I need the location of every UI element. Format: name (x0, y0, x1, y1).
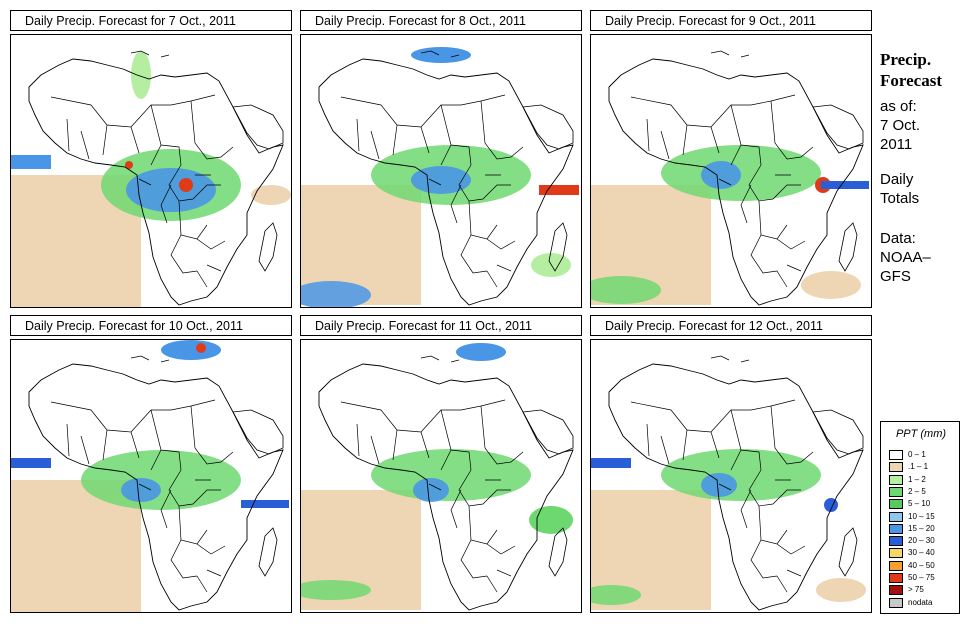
legend-label: 5 – 10 (908, 499, 931, 509)
legend-swatch (889, 474, 903, 485)
legend-label: nodata (908, 597, 933, 607)
legend-label: > 75 (908, 585, 924, 595)
legend-swatch (889, 462, 903, 473)
rain-band (11, 155, 51, 169)
data-source: GFS (880, 268, 911, 285)
rain-core (411, 166, 471, 194)
rain-band (456, 343, 506, 361)
legend-swatch (889, 597, 903, 608)
data-label: Data: (880, 230, 916, 247)
heavy-rain-spot (196, 343, 206, 353)
legend-label: 10 – 15 (908, 511, 935, 521)
rain-band (161, 340, 221, 360)
legend-label: 15 – 20 (908, 523, 935, 533)
legend-label: 1 – 2 (908, 474, 926, 484)
totals-label: Totals (880, 190, 920, 207)
heavy-rain-spot (539, 185, 579, 195)
heavy-rain-spot (125, 161, 133, 169)
legend-label: .1 – 1 (908, 462, 929, 472)
as-of-date: 7 Oct. (880, 117, 921, 134)
daily-label: Daily (880, 171, 914, 188)
legend-swatch (889, 523, 903, 534)
legend-swatch (889, 536, 903, 547)
rain-area (371, 449, 531, 501)
panel-title: Daily Precip. Forecast for 10 Oct., 2011 (10, 315, 292, 336)
as-of-label: as of: (880, 98, 917, 115)
panel-title: Daily Precip. Forecast for 8 Oct., 2011 (300, 10, 582, 31)
precip-map (590, 34, 872, 308)
dry-area (816, 578, 866, 602)
legend-swatch (889, 499, 903, 510)
rain-band (821, 181, 869, 189)
legend-swatch (889, 560, 903, 571)
rain-band (301, 580, 371, 600)
rain-area (529, 506, 573, 534)
panel-title: Daily Precip. Forecast for 9 Oct., 2011 (590, 10, 872, 31)
legend-swatch (889, 573, 903, 583)
rain-band (301, 281, 371, 307)
legend-swatch (889, 585, 903, 596)
rain-area (81, 450, 241, 510)
precip-legend: PPT (mm) 0 – 1 .1 – 1 1 – 2 2 – 5 5 – 10 10 –… (880, 421, 960, 614)
legend-swatch (889, 450, 903, 460)
precip-map (10, 34, 292, 308)
rain-band (411, 47, 471, 63)
rain-band (11, 458, 51, 468)
panel-title: Daily Precip. Forecast for 11 Oct., 2011 (300, 315, 582, 336)
precip-map (300, 339, 582, 613)
dry-area (801, 271, 861, 299)
heavy-rain-spot (179, 178, 193, 192)
legend-label: 0 – 1 (908, 450, 926, 459)
rain-core (701, 161, 741, 189)
rain-band (591, 585, 641, 605)
legend-title: PPT (mm) (895, 428, 947, 440)
precip-map (10, 339, 292, 613)
dry-area (251, 185, 291, 205)
rain-area (661, 145, 821, 201)
legend-label: 40 – 50 (908, 560, 935, 570)
rain-area (661, 449, 821, 501)
rain-core (701, 473, 737, 497)
legend-label: 50 – 75 (908, 573, 935, 582)
panel-title: Daily Precip. Forecast for 7 Oct., 2011 (10, 10, 292, 31)
data-source: NOAA– (880, 249, 931, 266)
legend-label: 2 – 5 (908, 486, 926, 496)
rain-band (591, 276, 661, 304)
legend-swatch (889, 548, 903, 559)
rain-area (131, 51, 151, 99)
precip-map (590, 339, 872, 613)
legend-swatch (889, 511, 903, 522)
rain-band (591, 458, 631, 468)
rain-core (413, 478, 449, 502)
heading: Forecast (880, 71, 942, 90)
legend-swatch (889, 486, 903, 497)
precip-map (300, 34, 582, 308)
legend-label: 20 – 30 (908, 536, 935, 546)
rain-band (241, 500, 289, 508)
rain-core (126, 168, 216, 212)
panel-title: Daily Precip. Forecast for 12 Oct., 2011 (590, 315, 872, 336)
heading: Precip. (880, 50, 932, 69)
rain-core (121, 478, 161, 502)
legend-label: 30 – 40 (908, 548, 935, 558)
as-of-year: 2011 (880, 136, 913, 153)
